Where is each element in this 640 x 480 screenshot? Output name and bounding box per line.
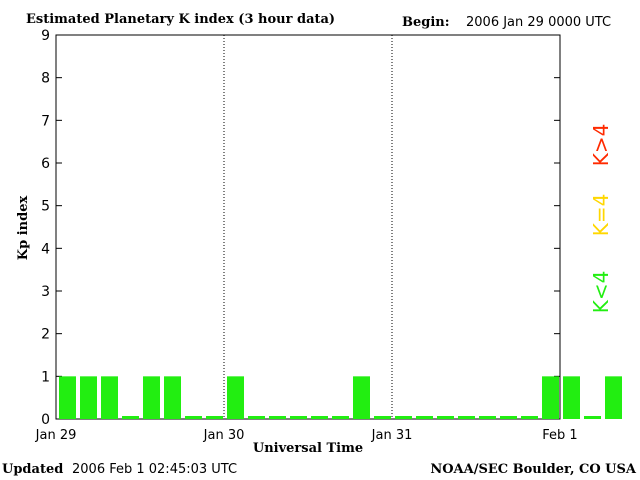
y-tick-label: 7 xyxy=(41,113,50,129)
x-tick-label: Jan 31 xyxy=(371,428,413,443)
y-axis-label: Kp index xyxy=(16,196,31,261)
kp-bar xyxy=(332,416,349,419)
plot-area: 0 1 2 3 4 5 6 7 8 9 Jan 29 Jan 30 Jan 31 Feb 1 xyxy=(35,28,622,443)
updated-value: 2006 Feb 1 02:45:03 UTC xyxy=(72,462,237,477)
y-tick-label: 8 xyxy=(41,71,50,87)
kp-bar xyxy=(563,376,580,419)
kp-bar xyxy=(542,376,559,419)
kp-bar xyxy=(353,376,370,419)
kp-bar xyxy=(311,416,328,419)
kp-bar xyxy=(227,376,244,419)
kp-bar xyxy=(437,416,454,419)
updated-label: Updated xyxy=(2,462,63,477)
kp-bar xyxy=(584,416,601,419)
y-tick-label: 2 xyxy=(41,327,50,343)
legend-item: K=4 xyxy=(589,194,613,237)
y-tick-label: 9 xyxy=(41,28,50,44)
y-tick-label: 4 xyxy=(41,241,50,257)
x-tick-label: Feb 1 xyxy=(542,428,577,443)
y-tick-label: 5 xyxy=(41,199,50,215)
kp-bar xyxy=(101,376,118,419)
y-tick-label: 1 xyxy=(41,369,50,385)
kp-bar xyxy=(269,416,286,419)
legend-item: K<4 xyxy=(589,271,613,314)
kp-bar xyxy=(416,416,433,419)
kp-bar xyxy=(143,376,160,419)
kp-bar xyxy=(605,376,622,419)
legend: K>4 K=4 K<4 xyxy=(589,124,613,314)
kp-bar xyxy=(80,376,97,419)
kp-bar xyxy=(185,416,202,419)
kp-bar xyxy=(521,416,538,419)
kp-bar xyxy=(458,416,475,419)
kp-bar xyxy=(290,416,307,419)
x-axis-label: Universal Time xyxy=(253,441,363,456)
kp-bar xyxy=(374,416,391,419)
x-tick-label: Jan 30 xyxy=(203,428,245,443)
kp-bar xyxy=(248,416,265,419)
kp-bar xyxy=(500,416,517,419)
legend-item: K>4 xyxy=(589,124,613,167)
kp-bar xyxy=(164,376,181,419)
kp-bar xyxy=(479,416,496,419)
source-credit: NOAA/SEC Boulder, CO USA xyxy=(430,462,637,477)
plot-frame xyxy=(55,34,561,420)
y-tick-label: 0 xyxy=(41,412,50,428)
chart-title: Estimated Planetary K index (3 hour data… xyxy=(26,12,335,27)
kp-bar xyxy=(395,416,412,419)
kp-bar xyxy=(122,416,139,419)
kp-bar xyxy=(206,416,223,419)
y-tick-label: 6 xyxy=(41,156,50,172)
begin-value: 2006 Jan 29 0000 UTC xyxy=(466,15,611,30)
begin-label: Begin: xyxy=(402,15,450,30)
y-tick-label: 3 xyxy=(41,284,50,300)
x-tick-label: Jan 29 xyxy=(35,428,77,443)
kp-bar xyxy=(59,376,76,419)
